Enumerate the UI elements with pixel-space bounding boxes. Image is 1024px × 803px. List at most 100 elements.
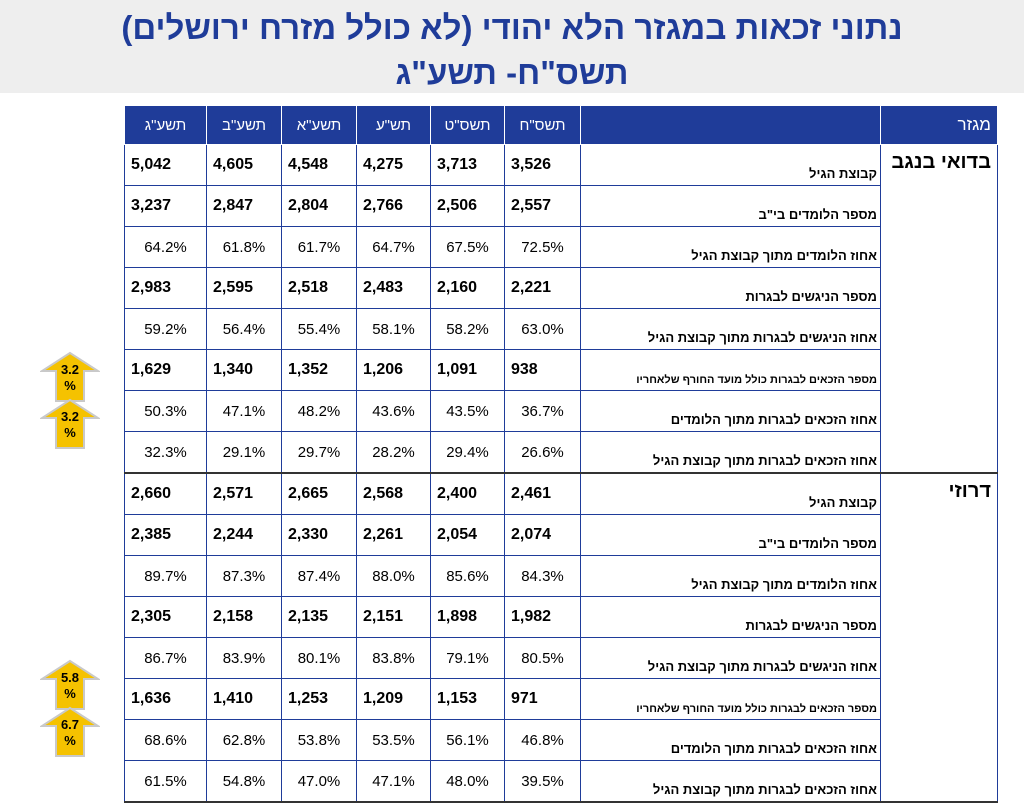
value-cell: 2,158 <box>206 596 282 638</box>
value-cell: 1,352 <box>281 349 357 391</box>
value-cell: 2,074 <box>504 514 581 556</box>
value-cell: 1,206 <box>356 349 431 391</box>
value-cell: 2,595 <box>206 267 282 309</box>
metric-label: מספר הלומדים בי"ב <box>580 185 881 227</box>
value-cell: 36.7% <box>504 390 581 432</box>
value-cell: 29.4% <box>430 431 505 474</box>
sector-label: בדואי בנגב <box>880 144 998 474</box>
value-cell: 48.2% <box>281 390 357 432</box>
metric-label: אחוז הזכאים לבגרות מתוך קבוצת הגיל <box>580 760 881 803</box>
table-row: מספר הניגשים לבגרות 1,982 1,898 2,151 2,135 2… <box>124 596 998 638</box>
value-cell: 29.1% <box>206 431 282 474</box>
year-header: תשע"א <box>281 105 357 145</box>
value-cell: 4,548 <box>281 144 357 186</box>
value-cell: 2,660 <box>124 472 207 515</box>
header-row: מגזר תשס"ח תשס"ט תש"ע תשע"א תשע"ב תשע"ג <box>124 105 998 145</box>
increase-unit: % <box>64 686 76 701</box>
value-cell: 2,665 <box>281 472 357 515</box>
value-cell: 2,461 <box>504 472 581 515</box>
value-cell: 1,636 <box>124 678 207 720</box>
metric-label: אחוז הזכאים לבגרות מתוך הלומדים <box>580 719 881 761</box>
increase-value: 6.7 <box>60 717 80 732</box>
eligibility-table: מגזר תשס"ח תשס"ט תש"ע תשע"א תשע"ב תשע"ג … <box>124 105 998 803</box>
value-cell: 56.1% <box>430 719 505 761</box>
table-row: אחוז הזכאים לבגרות מתוך הלומדים 36.7% 43.5… <box>124 390 998 432</box>
value-cell: 29.7% <box>281 431 357 474</box>
value-cell: 1,629 <box>124 349 207 391</box>
increase-value: 5.8 <box>60 670 80 685</box>
increase-arrow-badge: 6.7% <box>40 706 100 758</box>
metric-label: מספר הניגשים לבגרות <box>580 596 881 638</box>
table-row: אחוז הניגשים לבגרות מתוך קבוצת הגיל 63.0%… <box>124 308 998 350</box>
value-cell: 2,135 <box>281 596 357 638</box>
increase-arrow-badge: 3.2% <box>40 351 100 403</box>
value-cell: 2,804 <box>281 185 357 227</box>
increase-unit: % <box>64 425 76 440</box>
metric-label: מספר הזכאים לבגרות כולל מועד החורף שלאחר… <box>580 678 881 720</box>
metric-label: אחוז הניגשים לבגרות מתוך קבוצת הגיל <box>580 308 881 350</box>
metric-label: קבוצת הגיל <box>580 144 881 186</box>
value-cell: 2,151 <box>356 596 431 638</box>
value-cell: 3,237 <box>124 185 207 227</box>
value-cell: 56.4% <box>206 308 282 350</box>
increase-value: 3.2 <box>60 362 80 377</box>
table-row: דרוזי קבוצת הגיל 2,461 2,400 2,568 2,665 2,571… <box>124 472 998 803</box>
value-cell: 4,275 <box>356 144 431 186</box>
value-cell: 84.3% <box>504 555 581 597</box>
metric-label: אחוז הזכאים לבגרות מתוך קבוצת הגיל <box>580 431 881 474</box>
value-cell: 1,253 <box>281 678 357 720</box>
metric-label: מספר הניגשים לבגרות <box>580 267 881 309</box>
table-row: אחוז הזכאים לבגרות מתוך קבוצת הגיל 39.5% 4… <box>124 760 998 803</box>
year-header: תשס"ט <box>430 105 505 145</box>
value-cell: 87.4% <box>281 555 357 597</box>
value-cell: 2,244 <box>206 514 282 556</box>
value-cell: 2,305 <box>124 596 207 638</box>
up-arrow-icon <box>40 351 100 402</box>
value-cell: 2,160 <box>430 267 505 309</box>
increase-arrow-badge: 5.8% <box>40 659 100 711</box>
value-cell: 47.1% <box>206 390 282 432</box>
metric-label: אחוז הלומדים מתוך קבוצת הגיל <box>580 226 881 268</box>
value-cell: 72.5% <box>504 226 581 268</box>
table-row: אחוז הלומדים מתוך קבוצת הגיל 72.5% 67.5% 64… <box>124 226 998 268</box>
value-cell: 86.7% <box>124 637 207 679</box>
value-cell: 1,982 <box>504 596 581 638</box>
value-cell: 63.0% <box>504 308 581 350</box>
increase-arrow-badge: 3.2% <box>40 398 100 450</box>
value-cell: 61.8% <box>206 226 282 268</box>
value-cell: 83.9% <box>206 637 282 679</box>
sector-header: מגזר <box>880 105 998 145</box>
up-arrow-icon <box>40 398 100 449</box>
value-cell: 1,153 <box>430 678 505 720</box>
page-title: נתוני זכאות במגזר הלא יהודי (לא כולל מזר… <box>121 9 903 46</box>
value-cell: 2,400 <box>430 472 505 515</box>
metric-label: אחוז הלומדים מתוך קבוצת הגיל <box>580 555 881 597</box>
value-cell: 2,847 <box>206 185 282 227</box>
value-cell: 46.8% <box>504 719 581 761</box>
value-cell: 55.4% <box>281 308 357 350</box>
value-cell: 54.8% <box>206 760 282 803</box>
value-cell: 32.3% <box>124 431 207 474</box>
value-cell: 64.2% <box>124 226 207 268</box>
value-cell: 2,054 <box>430 514 505 556</box>
value-cell: 4,605 <box>206 144 282 186</box>
value-cell: 39.5% <box>504 760 581 803</box>
value-cell: 2,506 <box>430 185 505 227</box>
value-cell: 1,091 <box>430 349 505 391</box>
metric-label: אחוז הזכאים לבגרות מתוך הלומדים <box>580 390 881 432</box>
value-cell: 2,571 <box>206 472 282 515</box>
value-cell: 2,557 <box>504 185 581 227</box>
value-cell: 2,483 <box>356 267 431 309</box>
value-cell: 83.8% <box>356 637 431 679</box>
value-cell: 1,898 <box>430 596 505 638</box>
table-row: אחוז הלומדים מתוך קבוצת הגיל 84.3% 85.6% 88… <box>124 555 998 597</box>
value-cell: 53.8% <box>281 719 357 761</box>
value-cell: 53.5% <box>356 719 431 761</box>
value-cell: 61.7% <box>281 226 357 268</box>
up-arrow-icon <box>40 659 100 710</box>
metric-label: אחוז הניגשים לבגרות מתוך קבוצת הגיל <box>580 637 881 679</box>
value-cell: 61.5% <box>124 760 207 803</box>
table-row: מספר הזכאים לבגרות כולל מועד החורף שלאחר… <box>124 678 998 720</box>
value-cell: 59.2% <box>124 308 207 350</box>
value-cell: 67.5% <box>430 226 505 268</box>
